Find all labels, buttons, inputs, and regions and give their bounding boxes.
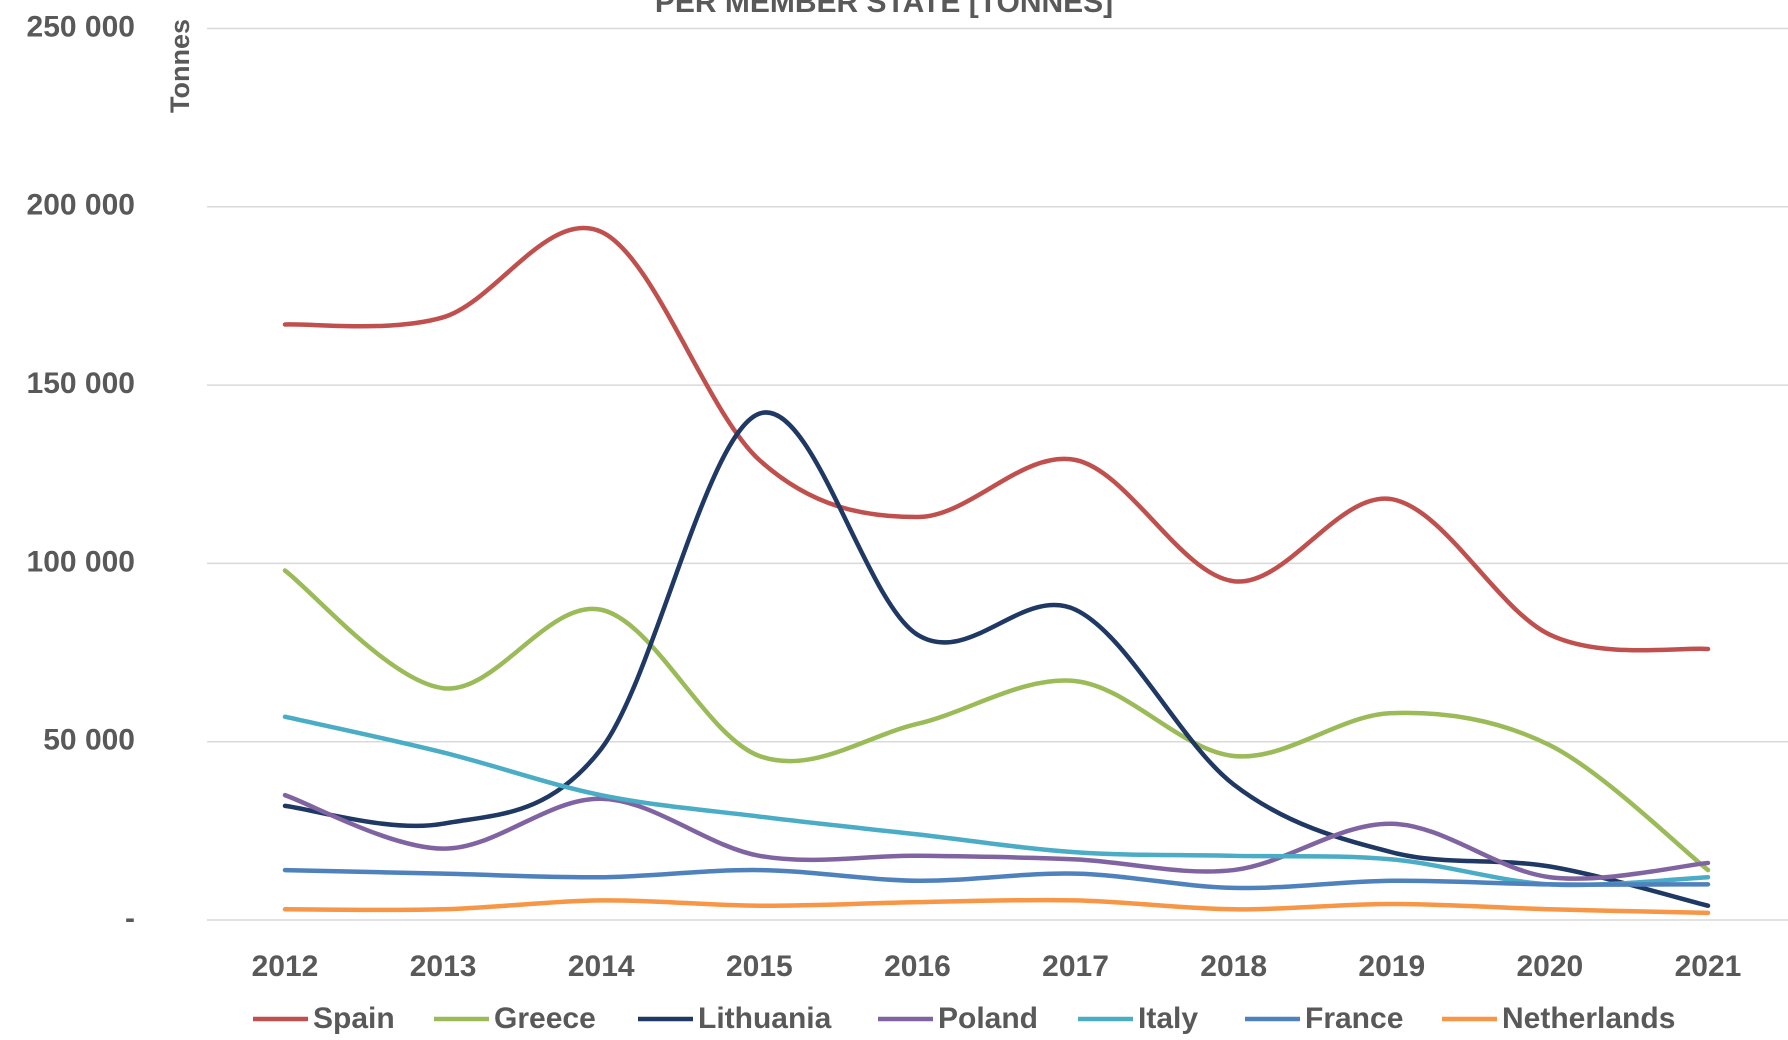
x-tick-label: 2017 <box>1042 950 1109 983</box>
line <box>282 897 1711 916</box>
legend-label: Italy <box>1138 1002 1198 1035</box>
chart-title: PER MEMBER STATE [TONNES] <box>655 0 1113 19</box>
legend-label: Greece <box>494 1002 596 1035</box>
line <box>282 568 1711 873</box>
x-tick-label: 2012 <box>252 950 319 983</box>
legend-label: Spain <box>313 1002 395 1035</box>
x-tick-label: 2014 <box>568 950 635 983</box>
y-tick-label: 250 000 <box>27 10 135 43</box>
line <box>282 867 1711 891</box>
x-tick-label: 2018 <box>1200 950 1267 983</box>
y-tick-label: 50 000 <box>43 724 135 757</box>
x-tick-label: 2013 <box>410 950 477 983</box>
legend-label: France <box>1305 1002 1403 1035</box>
y-tick-label: - <box>125 902 135 935</box>
legend-label: Lithuania <box>698 1002 832 1035</box>
y-tick-label: 200 000 <box>27 189 135 222</box>
x-tick-label: 2021 <box>1675 950 1742 983</box>
legend-label: Poland <box>938 1002 1038 1035</box>
y-axis-label: Tonnes <box>165 19 195 113</box>
y-tick-label: 100 000 <box>27 545 135 578</box>
legend-label: Netherlands <box>1502 1002 1675 1035</box>
x-tick-label: 2019 <box>1358 950 1425 983</box>
y-tick-label: 150 000 <box>27 367 135 400</box>
x-tick-label: 2015 <box>726 950 793 983</box>
x-tick-label: 2016 <box>884 950 951 983</box>
x-tick-label: 2020 <box>1517 950 1584 983</box>
line <box>282 410 1711 908</box>
line <box>282 225 1711 653</box>
line <box>282 792 1711 881</box>
line <box>282 714 1711 888</box>
